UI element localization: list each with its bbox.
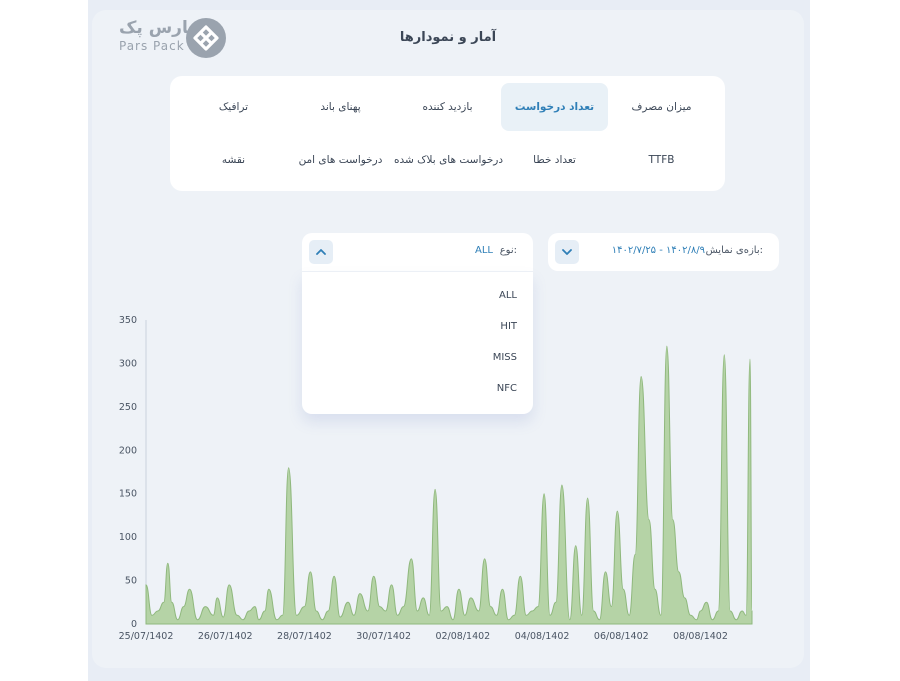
x-tick-label: 08/08/1402 — [673, 631, 728, 642]
type-option-hit[interactable]: HIT — [500, 321, 517, 332]
type-dropdown-button[interactable] — [309, 240, 333, 264]
type-option-miss[interactable]: MISS — [492, 352, 517, 363]
x-tick-label: 28/07/1402 — [277, 631, 332, 642]
type-filter-value: ALL — [475, 245, 493, 256]
logo-text-fa: پارس پک — [119, 18, 195, 38]
y-tick-label: 0 — [131, 619, 137, 630]
x-tick-label: 06/08/1402 — [594, 631, 649, 642]
tab-usage[interactable]: میزان مصرف — [631, 101, 692, 113]
request-count-chart: 0 50 100 150 200 250 300 350 25/07/1402 26/07/140… — [119, 315, 753, 642]
tab-bandwidth[interactable]: پهنای باند — [320, 101, 361, 113]
tab-blocked-requests[interactable]: درخواست های بلاک شده — [394, 154, 504, 166]
range-filter-value: ۱۴۰۲/۷/۲۵ - ۱۴۰۲/۸/۹ — [611, 245, 705, 256]
series-area — [145, 345, 753, 625]
x-tick-label: 26/07/1402 — [198, 631, 253, 642]
tab-map[interactable]: نقشه — [221, 154, 246, 166]
x-tick-label: 30/07/1402 — [356, 631, 411, 642]
range-filter[interactable]: بازه‌ی نمایش: ۱۴۰۲/۷/۲۵ - ۱۴۰۲/۸/۹ — [548, 233, 779, 271]
type-option-nfc[interactable]: NFC — [496, 383, 517, 394]
type-filter[interactable]: نوع: ALL — [302, 233, 533, 271]
y-tick-label: 50 — [125, 576, 137, 587]
chevron-up-icon — [316, 249, 326, 255]
type-filter-label: نوع: — [499, 245, 517, 256]
y-tick-label: 300 — [119, 358, 137, 369]
chevron-down-icon — [562, 249, 572, 255]
x-tick-label: 25/07/1402 — [119, 631, 174, 642]
x-tick-label: 04/08/1402 — [515, 631, 570, 642]
tab-error-count[interactable]: تعداد خطا — [533, 154, 576, 166]
range-dropdown-button[interactable] — [555, 240, 579, 264]
tab-secure-requests[interactable]: درخواست های امن — [298, 154, 383, 166]
page-title: آمار و نمودارها — [399, 30, 497, 45]
y-tick-label: 150 — [119, 489, 137, 500]
tab-ttfb[interactable]: TTFB — [648, 154, 675, 166]
range-filter-label: بازه‌ی نمایش: — [705, 245, 763, 256]
type-dropdown-menu: ALL HIT MISS NFC — [302, 272, 533, 414]
tab-request-count[interactable]: تعداد درخواست — [501, 83, 608, 131]
y-tick-label: 250 — [119, 402, 137, 413]
type-option-all[interactable]: ALL — [499, 290, 517, 301]
tab-visitors[interactable]: بازدید کننده — [422, 101, 473, 113]
brand-logo[interactable]: پارس پک Pars Pack — [119, 18, 227, 60]
y-tick-label: 100 — [119, 532, 137, 543]
tab-traffic[interactable]: ترافیک — [218, 101, 249, 113]
y-tick-label: 350 — [119, 315, 137, 326]
x-tick-label: 02/08/1402 — [435, 631, 490, 642]
y-tick-label: 200 — [119, 445, 137, 456]
logo-mark-icon — [186, 18, 226, 58]
tabs-card: میزان مصرف تعداد درخواست بازدید کننده په… — [170, 76, 725, 191]
logo-text-en: Pars Pack — [119, 39, 185, 53]
